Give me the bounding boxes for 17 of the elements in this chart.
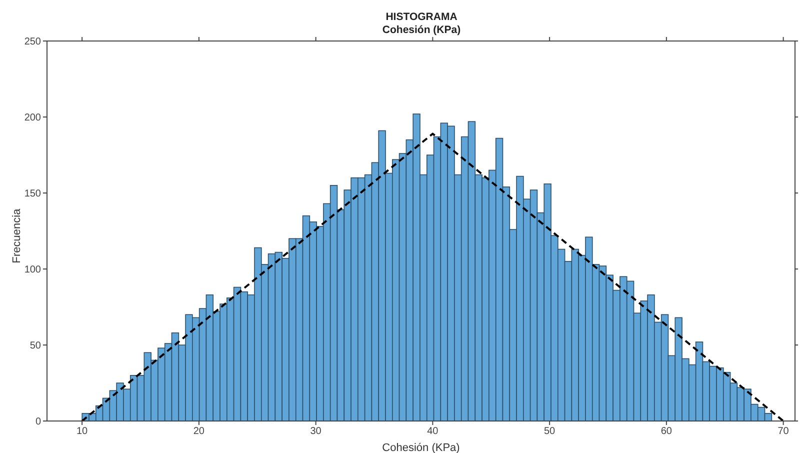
y-tick-label: 200: [24, 112, 42, 124]
x-axis-title: Cohesión (KPa): [382, 442, 460, 453]
x-tick-label: 70: [778, 426, 790, 438]
x-tick-label: 60: [660, 426, 672, 438]
chart-subtitle: Cohesión (KPa): [381, 24, 462, 37]
x-tick-label: 40: [427, 426, 439, 438]
x-tick-label: 30: [310, 426, 322, 438]
y-tick-label: 250: [24, 36, 42, 48]
chart-title: HISTOGRAMA: [384, 11, 458, 24]
y-axis-title: Frecuencia: [11, 208, 23, 264]
y-tick-label: 0: [35, 416, 42, 428]
x-tick-label: 10: [76, 426, 88, 438]
y-tick-label: 150: [24, 188, 42, 200]
y-tick-label: 50: [30, 340, 42, 352]
y-tick-label: 100: [24, 264, 42, 276]
x-tick-label: 50: [544, 426, 556, 438]
x-tick-label: 20: [193, 426, 205, 438]
